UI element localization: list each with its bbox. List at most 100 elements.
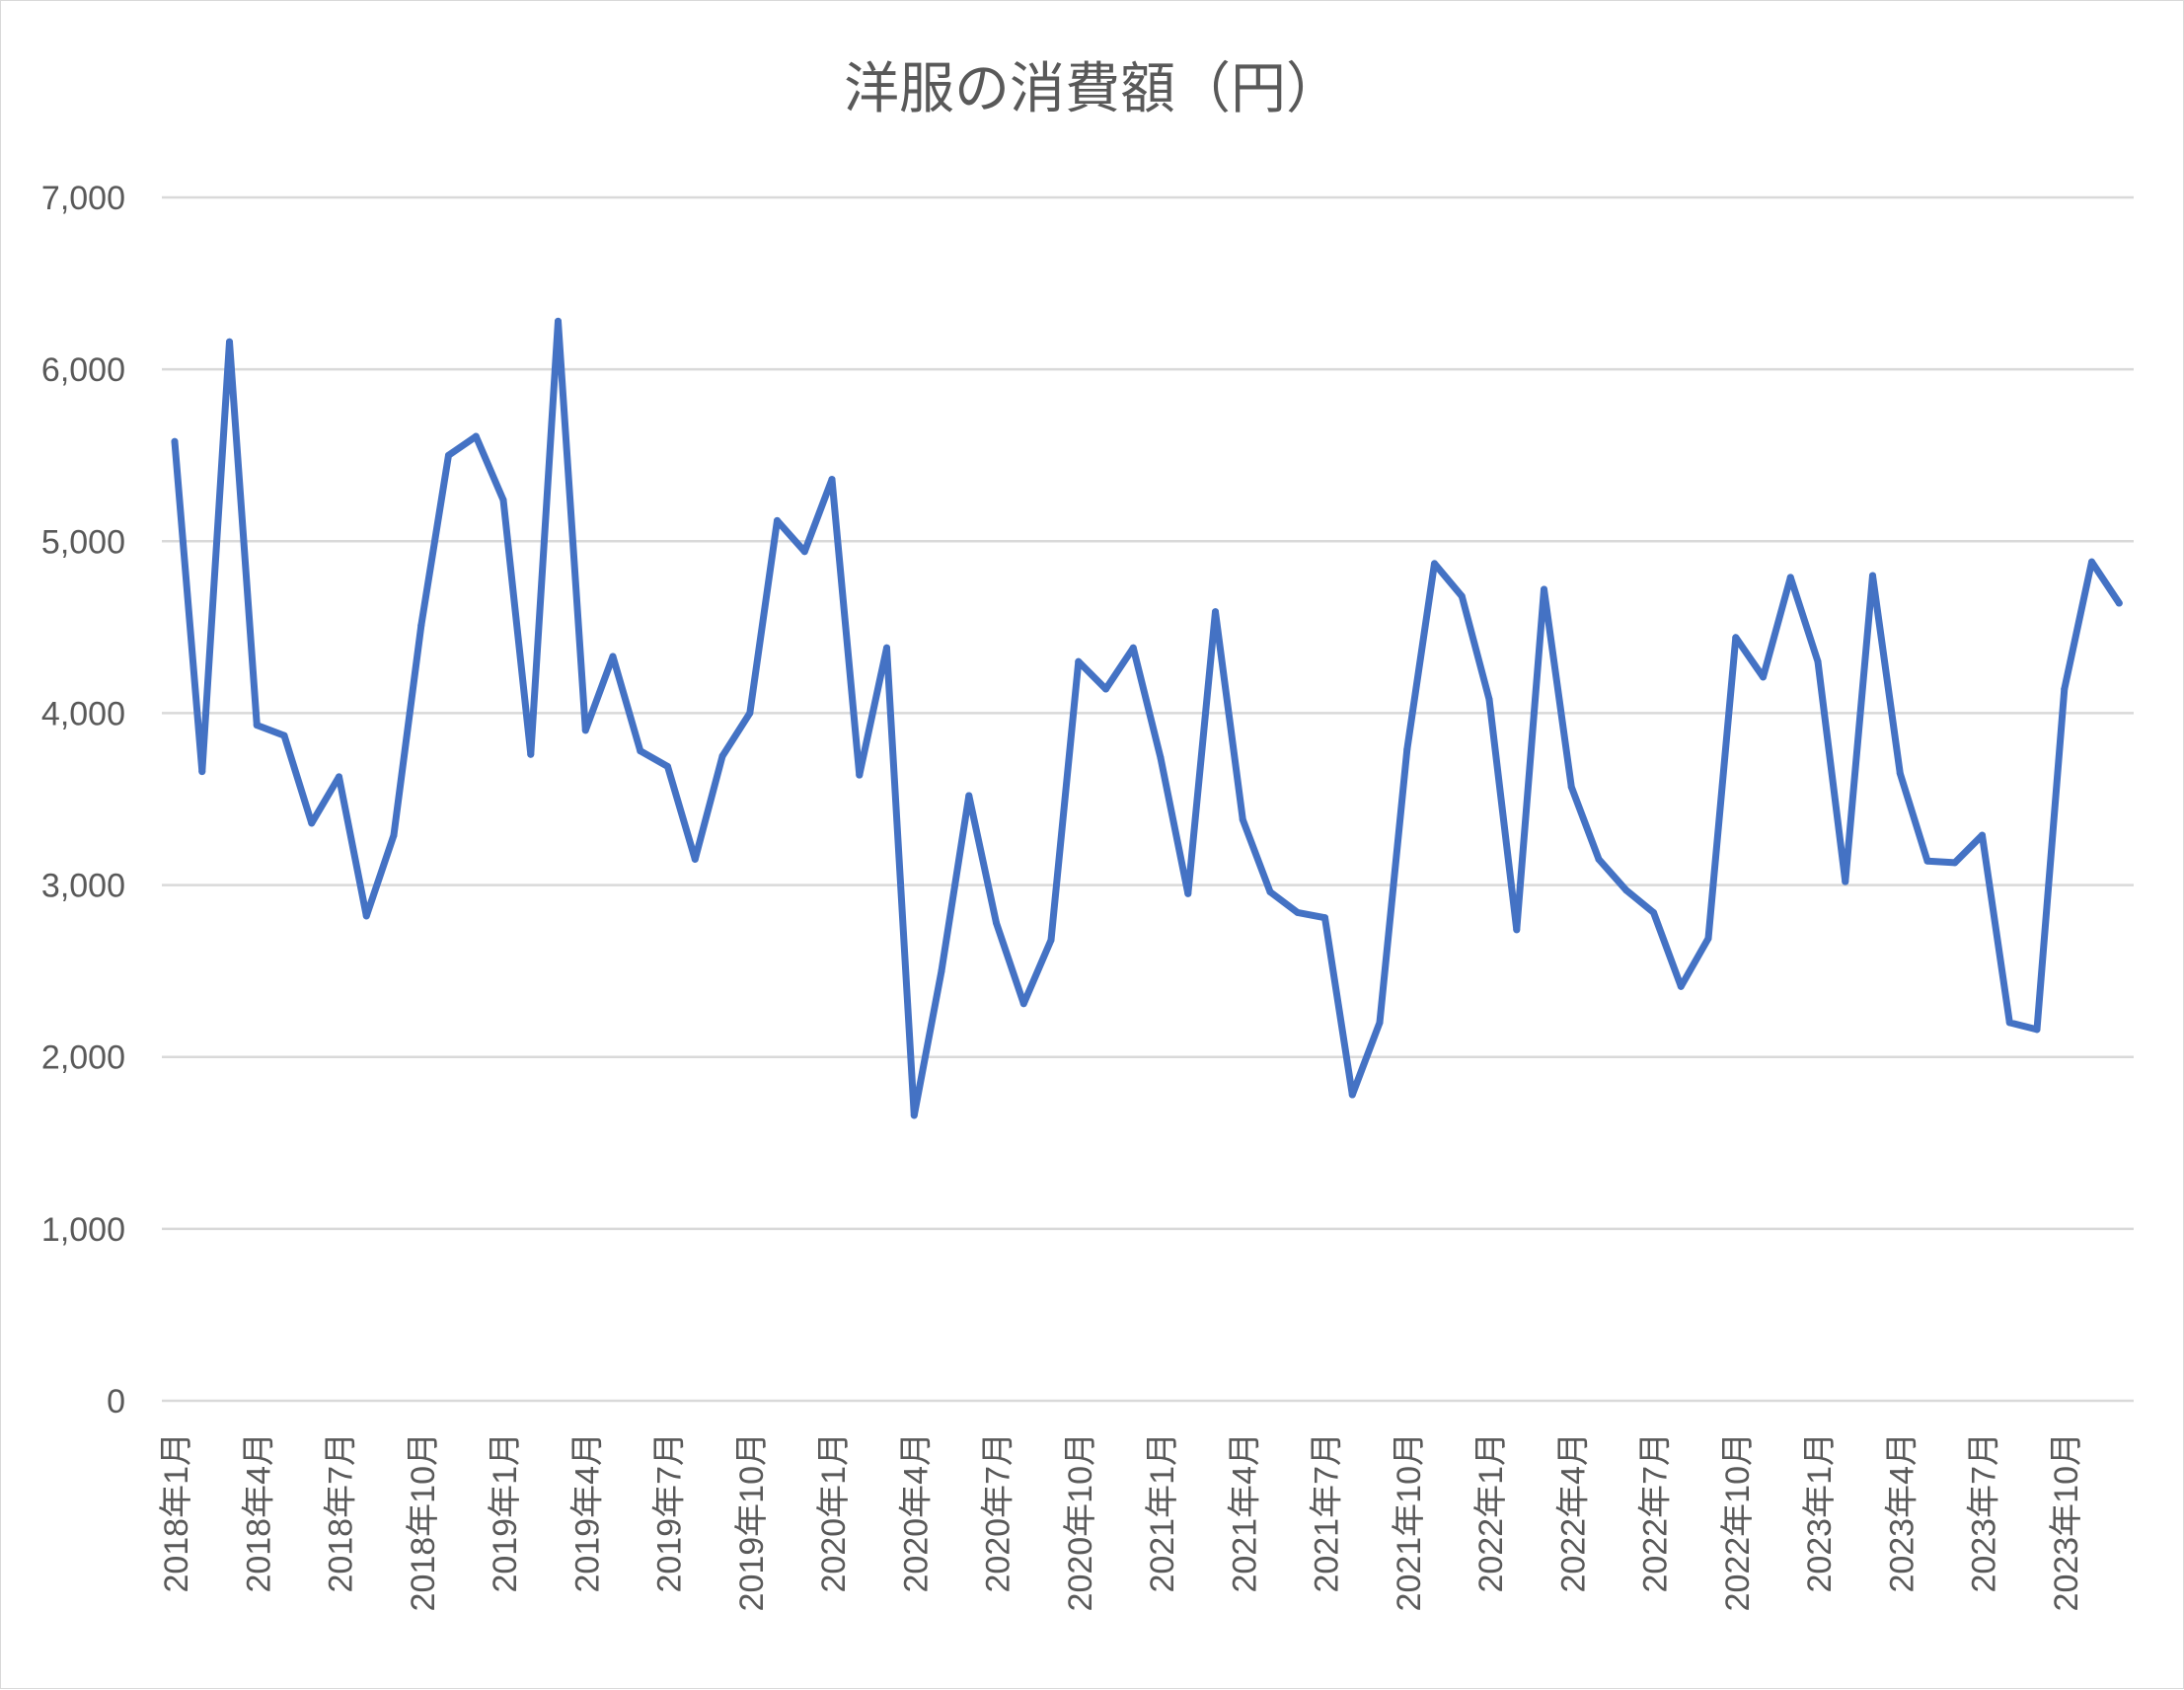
data-point <box>746 709 754 717</box>
data-point <box>1567 783 1575 791</box>
x-tick-label: 2022年10月 <box>1719 1432 1757 1611</box>
x-tick-label: 2023年7月 <box>1966 1432 2003 1593</box>
data-point <box>1102 685 1109 693</box>
x-tick-label: 2021年4月 <box>1226 1432 1263 1593</box>
y-tick-label: 1,000 <box>41 1211 125 1249</box>
series-group <box>171 317 2123 1119</box>
x-tick-label: 2020年4月 <box>897 1432 935 1593</box>
x-tick-label: 2018年7月 <box>323 1432 360 1593</box>
data-point <box>965 792 973 800</box>
data-point <box>2005 1019 2013 1027</box>
data-point <box>2088 558 2095 566</box>
data-point <box>1485 695 1493 703</box>
x-tick-label: 2020年10月 <box>1062 1432 1099 1611</box>
data-point <box>417 622 425 630</box>
y-tick-label: 4,000 <box>41 695 125 732</box>
data-point <box>1541 585 1547 593</box>
data-point <box>856 771 864 779</box>
data-point <box>718 752 726 760</box>
data-point <box>253 722 261 730</box>
data-point <box>390 831 398 839</box>
data-point <box>1458 592 1466 600</box>
data-point <box>336 773 342 781</box>
x-tick-label: 2023年1月 <box>1801 1432 1839 1593</box>
data-point <box>1239 815 1246 823</box>
data-point <box>1842 878 1849 885</box>
x-tick-label: 2023年10月 <box>2048 1432 2085 1611</box>
data-point <box>226 338 233 346</box>
data-point <box>472 432 480 440</box>
data-point <box>1075 657 1083 665</box>
data-point <box>1595 855 1603 863</box>
data-point <box>362 912 370 920</box>
x-tick-label: 2018年1月 <box>158 1432 195 1593</box>
data-point <box>1157 754 1165 762</box>
data-point <box>1348 1091 1356 1099</box>
x-tick-label: 2022年7月 <box>1637 1432 1675 1593</box>
data-point <box>1403 745 1411 753</box>
y-tick-label: 3,000 <box>41 868 125 905</box>
x-tick-label: 2021年10月 <box>1391 1432 1428 1611</box>
data-point <box>1266 888 1274 896</box>
y-tick-label: 7,000 <box>41 180 125 217</box>
data-point <box>445 451 452 459</box>
x-tick-label: 2019年7月 <box>651 1432 689 1593</box>
data-point <box>1129 644 1137 652</box>
x-tick-label: 2021年7月 <box>1309 1432 1346 1593</box>
data-point <box>280 731 288 739</box>
x-tick-label: 2019年4月 <box>568 1432 606 1593</box>
x-tick-label: 2019年1月 <box>487 1432 524 1593</box>
data-point <box>1923 857 1931 865</box>
data-point <box>1622 886 1630 894</box>
data-point <box>1650 908 1657 916</box>
data-point <box>1760 673 1767 681</box>
data-point <box>1896 769 1904 777</box>
y-tick-label: 0 <box>107 1383 125 1421</box>
data-point <box>171 437 179 445</box>
data-point <box>1321 914 1328 922</box>
x-tick-label: 2018年10月 <box>405 1432 442 1611</box>
data-point <box>2061 685 2069 693</box>
y-tick-label: 5,000 <box>41 523 125 561</box>
data-point <box>555 317 562 325</box>
data-point <box>581 727 589 734</box>
data-point <box>609 653 617 660</box>
data-point <box>1677 982 1685 990</box>
data-point <box>1376 1019 1384 1027</box>
x-tick-label: 2018年4月 <box>240 1432 277 1593</box>
data-point <box>774 516 781 524</box>
data-point <box>1212 608 1219 616</box>
x-tick-label: 2021年1月 <box>1144 1432 1181 1593</box>
data-point <box>1786 574 1794 581</box>
data-point <box>308 819 316 827</box>
data-point <box>1732 634 1740 642</box>
data-point <box>2033 1026 2041 1034</box>
data-point <box>883 644 890 652</box>
data-point <box>1814 657 1822 665</box>
data-point <box>910 1112 918 1119</box>
x-tick-label: 2022年1月 <box>1472 1432 1510 1593</box>
data-point <box>664 762 671 770</box>
data-point <box>828 476 836 484</box>
x-tick-label: 2019年10月 <box>733 1432 771 1611</box>
data-point <box>527 750 535 758</box>
x-tick-label: 2023年4月 <box>1883 1432 1920 1593</box>
data-point <box>1019 1000 1027 1008</box>
data-point <box>1184 889 1192 897</box>
x-axis-tick-labels: 2018年1月 2018年4月 2018年7月 2018年10月 2019年1月 2019… <box>158 1432 2085 1611</box>
data-point <box>2115 599 2123 607</box>
data-point <box>637 747 644 755</box>
data-point <box>1951 859 1959 867</box>
data-point <box>1294 908 1302 916</box>
data-point <box>499 496 507 503</box>
x-tick-label: 2022年4月 <box>1554 1432 1592 1593</box>
data-point <box>1513 926 1521 934</box>
data-point <box>1047 936 1055 944</box>
y-tick-label: 6,000 <box>41 351 125 389</box>
x-tick-label: 2020年1月 <box>815 1432 853 1593</box>
data-point <box>1979 831 1986 839</box>
data-point <box>800 548 808 556</box>
chart-title: 洋服の消費額（円） <box>844 57 1341 121</box>
data-point <box>1431 560 1438 568</box>
